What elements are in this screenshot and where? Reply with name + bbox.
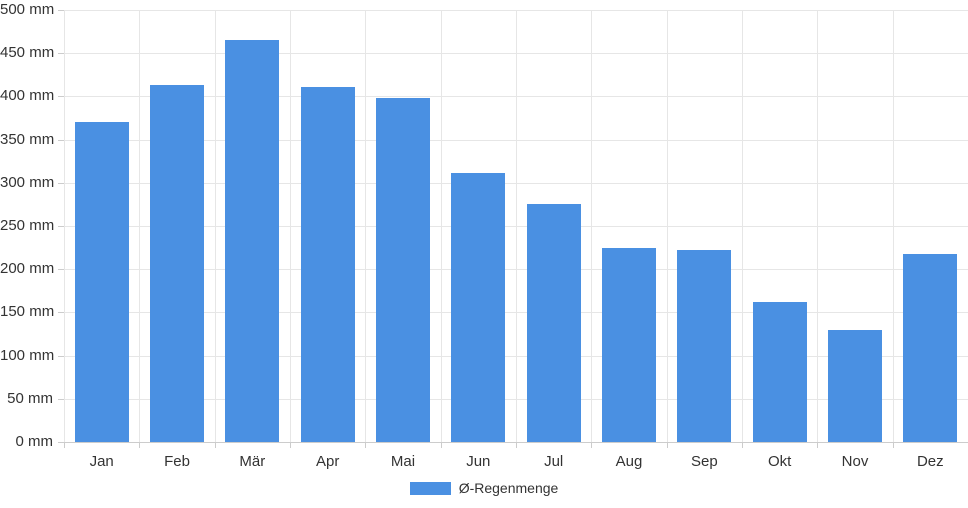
- x-gridline: [516, 10, 517, 442]
- x-gridline: [666, 10, 668, 442]
- x-axis-tick: [516, 442, 517, 448]
- y-axis-tick: [58, 312, 64, 314]
- y-axis-tick: [58, 226, 64, 227]
- y-axis-tick-label: 200 mm: [0, 260, 55, 278]
- y-axis-tick-label: 50 mm: [7, 389, 53, 407]
- x-axis-tick: [64, 442, 65, 448]
- x-axis-line: [58, 442, 968, 443]
- y-axis-tick-label: 400 mm: [0, 87, 55, 105]
- x-axis-label-jan: Jan: [89, 453, 114, 470]
- x-gridline: [139, 10, 141, 442]
- x-axis-tick: [365, 442, 367, 448]
- x-axis-label-mai: Mai: [390, 453, 416, 470]
- y-axis-tick-label: 0 mm: [15, 433, 54, 450]
- x-axis-tick: [440, 442, 442, 448]
- x-axis-tick: [817, 442, 819, 448]
- x-gridline: [892, 10, 894, 442]
- x-gridline: [440, 10, 442, 442]
- bar-jul[interactable]: [526, 204, 581, 442]
- x-gridline: [214, 10, 216, 442]
- y-axis-tick-label: 500 mm: [0, 1, 55, 18]
- x-axis-tick: [666, 442, 668, 448]
- y-axis-tick: [58, 10, 64, 11]
- y-axis-tick-label: 250 mm: [0, 217, 55, 234]
- y-axis-tick-label: 100 mm: [0, 346, 55, 364]
- x-gridline: [817, 10, 819, 442]
- y-axis-tick: [58, 139, 64, 141]
- x-axis-tick: [591, 442, 593, 448]
- x-axis-label-sep: Sep: [690, 453, 718, 470]
- bar-nov[interactable]: [828, 329, 882, 442]
- x-axis-label-jun: Jun: [466, 453, 491, 470]
- x-axis-tick: [214, 442, 216, 448]
- bar-jun[interactable]: [451, 173, 506, 442]
- x-gridline: [290, 10, 291, 442]
- x-gridline: [742, 10, 743, 442]
- x-axis-tick: [892, 442, 894, 448]
- x-axis-label-okt: Okt: [767, 453, 792, 470]
- y-axis-tick: [58, 355, 64, 357]
- y-axis-tick: [58, 398, 64, 400]
- bar-dez[interactable]: [903, 253, 958, 442]
- y-axis-tick-label: 350 mm: [0, 130, 55, 148]
- bar-mär[interactable]: [225, 40, 280, 442]
- y-axis-tick: [58, 96, 64, 98]
- x-axis-label-aug: Aug: [615, 453, 643, 470]
- y-axis-tick-label: 450 mm: [0, 44, 55, 62]
- legend-label: Ø-Regenmenge: [458, 480, 559, 496]
- x-axis-label-dez: Dez: [916, 453, 944, 470]
- y-axis-tick: [58, 53, 64, 55]
- y-axis-tick-label: 300 mm: [0, 173, 55, 191]
- bar-mai[interactable]: [376, 98, 430, 442]
- legend[interactable]: Ø-Regenmenge: [0, 480, 968, 496]
- x-gridline: [591, 10, 593, 442]
- legend-swatch-icon: [409, 481, 451, 495]
- bar-feb[interactable]: [150, 85, 204, 442]
- x-axis-label-nov: Nov: [841, 453, 869, 470]
- x-axis-tick: [290, 442, 291, 448]
- x-axis-label-apr: Apr: [315, 453, 340, 470]
- bar-jan[interactable]: [74, 122, 129, 442]
- x-gridline: [365, 10, 367, 442]
- y-axis-tick: [58, 269, 64, 271]
- bar-aug[interactable]: [602, 248, 656, 442]
- bar-apr[interactable]: [300, 86, 355, 442]
- bar-okt[interactable]: [752, 302, 807, 442]
- x-gridline: [64, 10, 65, 442]
- y-axis-tick: [58, 182, 64, 184]
- bar-sep[interactable]: [677, 250, 732, 442]
- x-axis-label-jul: Jul: [544, 453, 564, 470]
- y-axis-tick-label: 150 mm: [0, 303, 55, 321]
- x-axis-tick: [139, 442, 141, 448]
- x-axis-label-mär: Mär: [239, 453, 266, 470]
- x-axis-label-feb: Feb: [164, 453, 190, 470]
- x-axis-tick: [742, 442, 743, 448]
